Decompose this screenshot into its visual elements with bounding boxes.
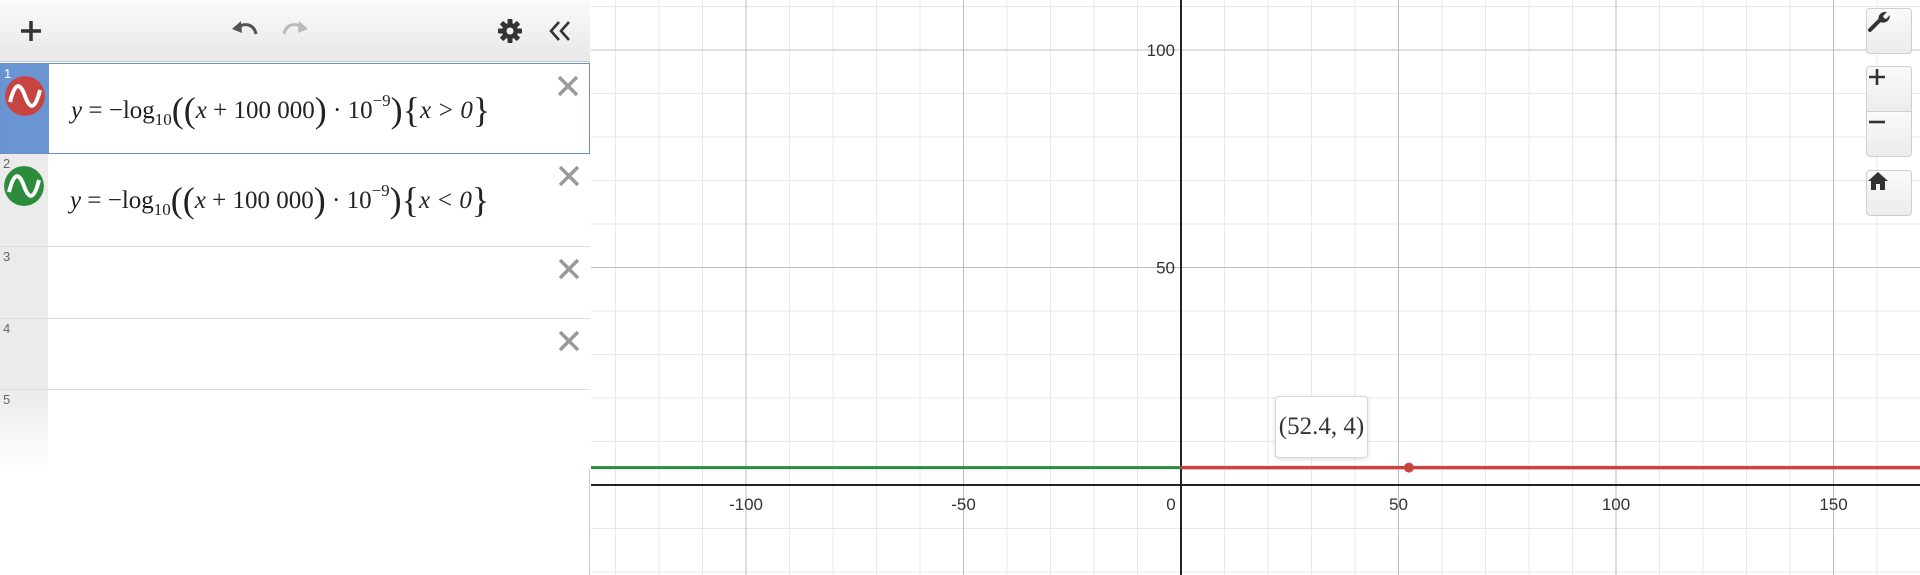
x-tick-label: -50 xyxy=(951,495,976,514)
expression-formula[interactable]: y = −log10((x + 100 000) · 10−9){x > 0} xyxy=(71,90,491,130)
x-tick-label: -100 xyxy=(729,495,763,514)
zoom-out-button[interactable] xyxy=(1866,111,1912,157)
expression-list-panel: 1 y = −log10((x + 100 000) · 10−9){x > 0… xyxy=(0,0,590,575)
row-number: 4 xyxy=(3,321,11,336)
traced-point xyxy=(1403,462,1414,473)
home-icon xyxy=(1868,172,1888,190)
expression-formula[interactable]: y = −log10((x + 100 000) · 10−9){x < 0} xyxy=(70,180,490,220)
expression-row[interactable]: 3 xyxy=(0,247,590,319)
expression-gutter: 2 xyxy=(0,154,48,246)
default-viewport-button[interactable] xyxy=(1866,170,1912,216)
delete-expression-icon[interactable] xyxy=(555,327,583,355)
x-tick-label: 100 xyxy=(1602,495,1630,514)
graph-plot[interactable]: -100 -50 0 50 100 150 50 100 xyxy=(591,0,1920,575)
expression-gutter: 5 xyxy=(0,390,48,470)
minus-icon xyxy=(1869,120,1885,124)
redo-icon xyxy=(282,21,308,35)
add-expression-button[interactable] xyxy=(13,13,49,49)
delete-expression-icon[interactable] xyxy=(555,162,583,190)
x-tick-label: 0 xyxy=(1166,495,1175,514)
expression-gutter: 3 xyxy=(0,247,48,318)
x-tick-label: 50 xyxy=(1389,495,1408,514)
collapse-list-button[interactable] xyxy=(542,13,578,49)
plus-icon xyxy=(1869,69,1885,85)
expression-row[interactable]: 4 xyxy=(0,319,590,390)
expression-toolbar xyxy=(0,0,590,62)
expression-row[interactable]: 2 y = −log10((x + 100 000) · 10−9){x < 0… xyxy=(0,154,590,247)
graph-canvas[interactable]: -100 -50 0 50 100 150 50 100 (52.4, 4) xyxy=(591,0,1920,575)
wrench-icon xyxy=(1868,11,1890,32)
graph-settings-button[interactable] xyxy=(1866,8,1912,54)
delete-expression-icon[interactable] xyxy=(555,255,583,283)
row-number: 3 xyxy=(3,249,11,264)
gear-icon xyxy=(498,19,522,43)
expression-gutter: 1 xyxy=(1,64,49,153)
row-number: 2 xyxy=(3,156,11,171)
new-expression-row[interactable]: 5 xyxy=(0,390,590,470)
plus-icon xyxy=(21,21,41,41)
double-chevron-left-icon xyxy=(549,21,570,41)
undo-button[interactable] xyxy=(227,13,263,49)
graph-style-icon[interactable] xyxy=(4,166,44,206)
redo-button[interactable] xyxy=(277,13,313,49)
row-number: 5 xyxy=(3,392,11,407)
expression-gutter: 4 xyxy=(0,319,48,389)
x-tick-label: 150 xyxy=(1819,495,1847,514)
y-tick-label: 100 xyxy=(1147,41,1175,60)
graph-style-icon[interactable] xyxy=(5,76,45,116)
undo-icon xyxy=(232,21,258,35)
row-number: 1 xyxy=(4,66,12,81)
delete-expression-icon[interactable] xyxy=(554,72,582,100)
settings-button[interactable] xyxy=(492,13,528,49)
y-tick-label: 50 xyxy=(1156,259,1175,278)
point-coordinate-label: (52.4, 4) xyxy=(1275,396,1368,458)
zoom-in-button[interactable] xyxy=(1866,66,1912,112)
expression-row[interactable]: 1 y = −log10((x + 100 000) · 10−9){x > 0… xyxy=(0,63,590,154)
